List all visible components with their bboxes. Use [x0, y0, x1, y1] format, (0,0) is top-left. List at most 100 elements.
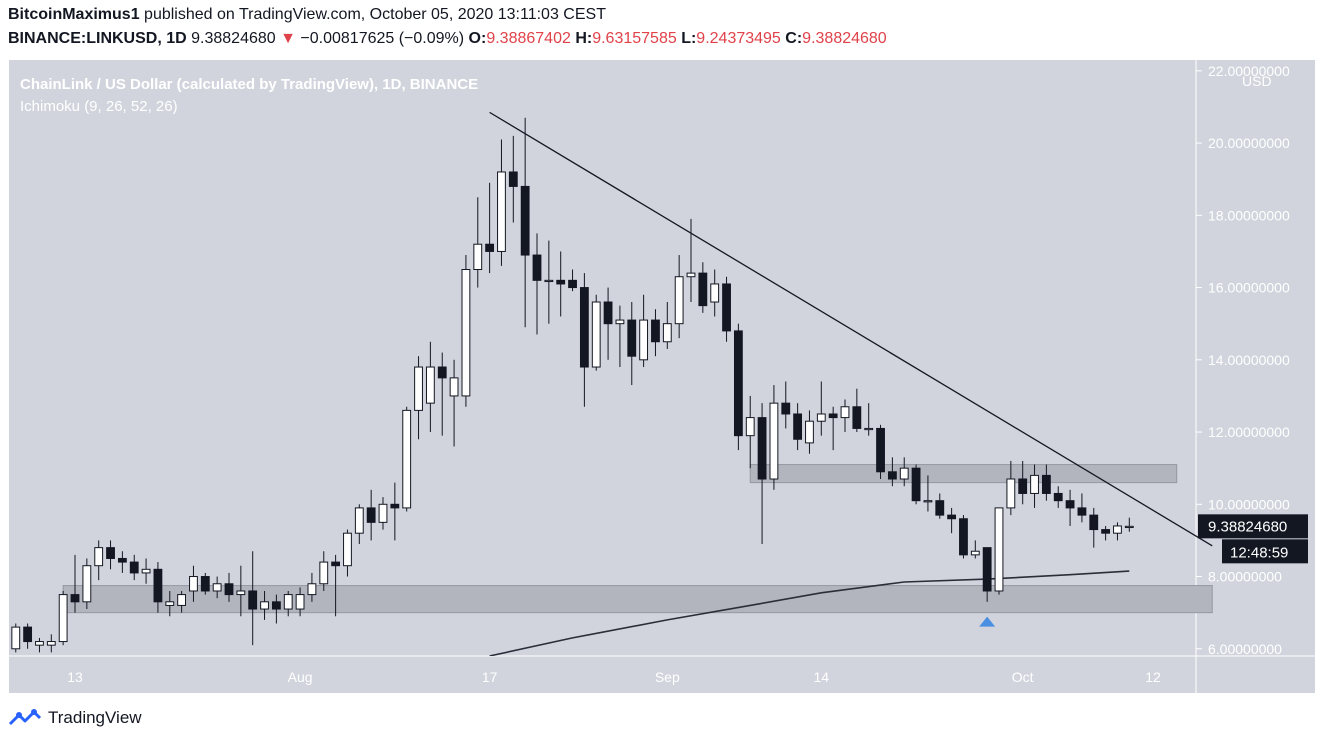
candle-2020-07-24 — [200, 572, 210, 595]
candle-body — [366, 507, 376, 523]
y-tick-label: 16.00000000 — [1208, 280, 1290, 296]
candle-body — [805, 420, 814, 444]
y-tick-label: 20.00000000 — [1208, 135, 1290, 151]
candle-2020-07-10 — [35, 637, 44, 653]
candle-body — [876, 427, 885, 473]
price-labels: 9.38824680 12:48:59 — [1198, 514, 1308, 564]
candle-body — [935, 500, 945, 516]
candle-2020-09-15 — [828, 406, 838, 451]
candle-body — [698, 272, 708, 307]
candle-2020-10-10 — [1124, 517, 1134, 532]
chart-title: ChainLink / US Dollar (calculated by Tra… — [20, 76, 478, 93]
descending-trendline — [489, 111, 1213, 547]
candle-body — [970, 550, 980, 556]
candle-body — [959, 518, 968, 556]
candle-2020-07-26 — [224, 572, 234, 602]
y-tick-label: 14.00000000 — [1208, 352, 1290, 368]
candle-body — [260, 601, 269, 610]
candle-body — [639, 319, 649, 361]
candle-2020-07-27 — [236, 565, 246, 617]
candle-body — [757, 417, 767, 480]
candle-body — [1113, 525, 1122, 534]
candle-body — [485, 243, 495, 252]
close-label: C: — [785, 30, 803, 47]
candle-body — [449, 377, 459, 397]
candle-body — [153, 568, 163, 603]
candle-body — [177, 594, 187, 606]
candle-body — [674, 276, 684, 325]
indicator-legend: Ichimoku (9, 26, 52, 26) — [20, 98, 178, 115]
symbol: BINANCE:LINKUSD, 1D — [8, 30, 187, 47]
candle-body — [1101, 529, 1111, 534]
candle-2020-07-19 — [141, 558, 151, 584]
x-axis: 13 Aug 17 Sep 14 Oct 12 — [67, 669, 1161, 685]
candle-2020-07-14 — [82, 558, 92, 610]
candle-2020-08-11 — [414, 356, 423, 440]
candle-2020-09-12 — [793, 403, 803, 451]
author-name[interactable]: BitcoinMaximus1 — [8, 6, 140, 23]
candle-body — [46, 641, 56, 646]
ichimoku-line — [489, 570, 1130, 656]
last-price: 9.38824680 — [191, 30, 276, 47]
candle-body — [106, 547, 115, 559]
candle-2020-08-23 — [556, 251, 566, 317]
candle-2020-08-22 — [544, 240, 554, 324]
tradingview-logo[interactable]: TradingView — [8, 708, 142, 728]
candle-2020-07-17 — [117, 551, 127, 573]
candle-body — [1053, 492, 1063, 502]
last-price-label-bg — [1198, 514, 1308, 539]
candle-2020-08-01 — [295, 587, 305, 617]
candle-2020-10-07 — [1089, 507, 1099, 548]
candle-2020-09-10 — [769, 385, 779, 490]
candle-2020-07-30 — [271, 594, 281, 624]
candle-2020-08-12 — [425, 341, 435, 433]
candle-2020-07-15 — [94, 540, 104, 581]
candle-body — [1030, 474, 1039, 494]
candle-2020-08-29 — [627, 302, 637, 386]
candle-body — [520, 185, 530, 256]
candle-2020-07-23 — [189, 565, 198, 602]
candle-body — [627, 319, 637, 357]
support-zone-2 — [749, 464, 1178, 484]
candle-2020-10-06 — [1077, 493, 1087, 523]
candle-2020-10-01 — [1018, 460, 1028, 505]
candle-body — [1089, 514, 1099, 531]
candle-body — [354, 507, 364, 534]
candle-body — [982, 547, 992, 592]
candle-2020-08-06 — [354, 504, 364, 545]
candle-2020-09-16 — [840, 399, 850, 433]
open-label: O: — [468, 30, 487, 47]
candle-2020-08-21 — [532, 233, 542, 335]
candle-2020-09-02 — [674, 255, 684, 339]
candle-2020-07-21 — [165, 590, 175, 617]
candle-2020-08-25 — [579, 273, 589, 407]
candle-2020-09-08 — [745, 395, 755, 469]
candle-body — [887, 471, 897, 480]
candles — [11, 117, 1134, 653]
candle-2020-08-27 — [603, 287, 613, 360]
y-axis: 6.00000000 8.00000000 10.00000000 12.000000… — [1196, 63, 1290, 657]
candle-2020-09-21 — [899, 457, 909, 487]
candle-body — [603, 301, 613, 325]
marker — [979, 616, 996, 627]
candle-2020-08-15 — [461, 255, 471, 407]
candle-2020-07-16 — [106, 540, 115, 570]
candle-2020-10-04 — [1053, 486, 1063, 508]
candle-body — [461, 269, 471, 397]
trendline — [489, 111, 1213, 547]
candle-body — [11, 626, 21, 650]
candle-body — [236, 590, 246, 596]
candle-body — [994, 507, 1004, 592]
candle-body — [473, 243, 483, 271]
symbol-info: BINANCE:LINKUSD, 1D 9.38824680 ▼ −0.0081… — [8, 30, 887, 48]
candle-body — [224, 583, 234, 596]
candle-2020-08-16 — [473, 197, 483, 288]
x-tick-label: Sep — [655, 669, 680, 685]
candle-body — [793, 413, 803, 440]
candle-body — [899, 467, 909, 480]
open-value: 9.38867402 — [486, 30, 571, 47]
price-change: −0.00817625 (−0.09%) — [300, 30, 465, 47]
candle-body — [568, 279, 577, 289]
candle-body — [1041, 474, 1051, 494]
